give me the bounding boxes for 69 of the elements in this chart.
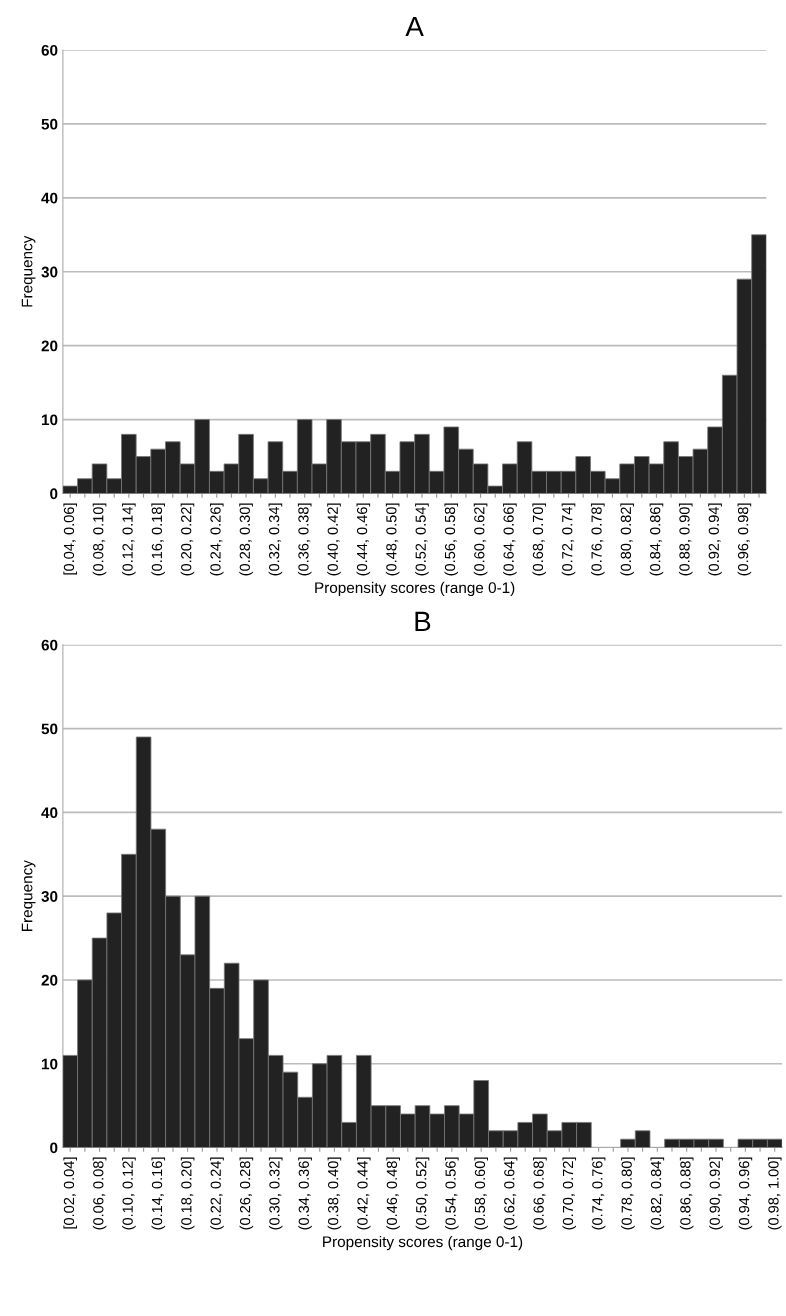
x-tick-label: (0.70, 0.72]	[562, 1157, 577, 1230]
x-tick-label: (0.56, 0.58]	[444, 503, 459, 576]
x-tick-label: (0.52, 0.54]	[415, 503, 429, 576]
y-tick-label: 20	[41, 974, 58, 986]
x-tick-label: [0.02, 0.04]	[63, 1157, 78, 1229]
x-tick-label: (0.10, 0.12]	[122, 1157, 136, 1230]
x-tick-label: (0.22, 0.24]	[210, 1157, 224, 1230]
x-tick-label: (0.50, 0.52]	[415, 1157, 430, 1230]
x-tick-label: (0.60, 0.62]	[473, 503, 488, 576]
x-tick-label: (0.20, 0.22]	[180, 503, 195, 576]
y-tick-label: 30	[41, 266, 58, 278]
x-tick-label: (0.08, 0.10]	[92, 503, 107, 576]
x-tick-label: (0.98, 1.00]	[767, 1157, 782, 1230]
x-tick-label: (0.42, 0.44]	[356, 1157, 371, 1230]
y-tick-label: 0	[50, 488, 58, 500]
x-tick-label: (0.14, 0.16]	[151, 1157, 166, 1230]
y-tick-label: 50	[41, 723, 58, 735]
x-tick-label: (0.80, 0.82]	[620, 503, 634, 576]
x-tick-label: (0.92, 0.94]	[708, 503, 722, 576]
x-tick-label: (0.90, 0.92]	[709, 1157, 723, 1230]
y-tick-label: 0	[50, 1142, 58, 1154]
chart-title: B	[415, 611, 431, 631]
x-tick-label: (0.74, 0.76]	[591, 1157, 606, 1230]
y-tick-label: 40	[41, 807, 58, 819]
x-axis-title: Propensity scores (range 0-1)	[323, 1235, 523, 1251]
y-tick-label: 50	[41, 118, 58, 130]
y-tick-label: 20	[41, 340, 58, 352]
x-tick-label: (0.38, 0.40]	[327, 1157, 342, 1230]
x-tick-label: (0.12, 0.14]	[122, 503, 136, 576]
x-tick-label: (0.48, 0.50]	[385, 503, 400, 576]
x-tick-label: (0.68, 0.70]	[532, 503, 546, 576]
x-tick-label: (0.76, 0.78]	[591, 503, 605, 576]
x-tick-label: (0.72, 0.74]	[561, 503, 576, 576]
x-tick-label: (0.28, 0.30]	[239, 503, 253, 576]
x-tick-label: (0.82, 0.84]	[650, 1157, 665, 1230]
x-axis-title: Propensity scores (range 0-1)	[315, 581, 515, 597]
x-tick-label: (0.64, 0.66]	[503, 503, 517, 576]
x-tick-label: (0.16, 0.18]	[151, 503, 165, 576]
x-tick-label: (0.78, 0.80]	[621, 1157, 635, 1230]
x-tick-label: (0.40, 0.42]	[327, 503, 341, 576]
x-tick-label: (0.32, 0.34]	[268, 503, 283, 576]
y-tick-label: 10	[41, 414, 58, 426]
x-tick-label: (0.06, 0.08]	[92, 1157, 107, 1230]
x-tick-label: (0.84, 0.86]	[649, 503, 664, 576]
y-tick-label: 40	[41, 192, 58, 204]
y-tick-label: 60	[41, 44, 58, 56]
y-axis-title: Frequency	[21, 860, 36, 932]
x-tick-label: [0.04, 0.06]	[63, 503, 78, 575]
x-tick-label: (0.94, 0.96]	[738, 1157, 753, 1230]
x-tick-label: (0.86, 0.88]	[679, 1157, 694, 1230]
chart-title: A	[405, 17, 424, 37]
y-axis-title: Frequency	[21, 235, 36, 307]
x-tick-label: (0.88, 0.90]	[678, 503, 693, 576]
x-tick-label: (0.66, 0.68]	[533, 1157, 547, 1230]
x-tick-label: (0.30, 0.32]	[268, 1157, 283, 1230]
x-tick-label: (0.18, 0.20]	[180, 1157, 195, 1230]
y-tick-label: 10	[41, 1058, 58, 1070]
x-tick-label: (0.54, 0.56]	[445, 1157, 459, 1230]
x-tick-label: (0.24, 0.26]	[209, 503, 224, 576]
x-tick-label: (0.44, 0.46]	[356, 503, 371, 576]
x-tick-label: (0.62, 0.64]	[503, 1157, 518, 1230]
x-tick-label: (0.58, 0.60]	[474, 1157, 488, 1230]
x-tick-label: (0.46, 0.48]	[386, 1157, 400, 1230]
y-tick-label: 60	[41, 639, 58, 651]
x-tick-label: (0.36, 0.38]	[297, 503, 312, 576]
y-tick-label: 30	[41, 891, 58, 902]
x-tick-label: (0.26, 0.28]	[239, 1157, 254, 1230]
x-tick-label: (0.96, 0.98]	[737, 503, 752, 576]
x-tick-label: (0.34, 0.36]	[298, 1157, 312, 1230]
